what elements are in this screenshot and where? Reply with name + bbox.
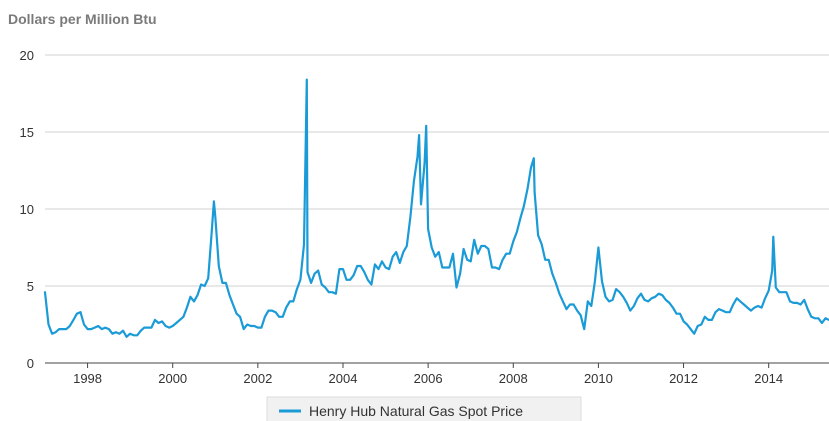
legend-label: Henry Hub Natural Gas Spot Price xyxy=(309,403,523,419)
y-tick-label: 20 xyxy=(20,48,34,63)
y-axis-ticks: 0 5 10 15 20 xyxy=(20,48,34,371)
x-tick-label: 2002 xyxy=(243,371,272,386)
series-line-0 xyxy=(43,78,829,338)
x-tick-label: 2014 xyxy=(754,371,783,386)
legend[interactable]: Henry Hub Natural Gas Spot Price xyxy=(266,396,582,421)
x-axis-ticks: 1998 2000 2002 2004 2006 2008 2010 2012 2014 xyxy=(73,363,783,386)
x-tick-label: 2008 xyxy=(499,371,528,386)
x-tick-label: 2000 xyxy=(158,371,187,386)
y-axis-title: Dollars per Million Btu xyxy=(8,11,157,27)
grid-lines xyxy=(45,54,829,364)
x-tick-label: 2006 xyxy=(414,371,443,386)
y-tick-label: 15 xyxy=(20,125,34,140)
x-tick-label: 2004 xyxy=(329,371,358,386)
y-tick-label: 5 xyxy=(27,279,34,294)
y-tick-label: 10 xyxy=(20,202,34,217)
series-layer xyxy=(43,78,829,338)
y-tick-label: 0 xyxy=(27,356,34,371)
x-tick-label: 2012 xyxy=(669,371,698,386)
x-tick-label: 2010 xyxy=(584,371,613,386)
x-tick-label: 1998 xyxy=(73,371,102,386)
legend-box xyxy=(266,396,582,421)
